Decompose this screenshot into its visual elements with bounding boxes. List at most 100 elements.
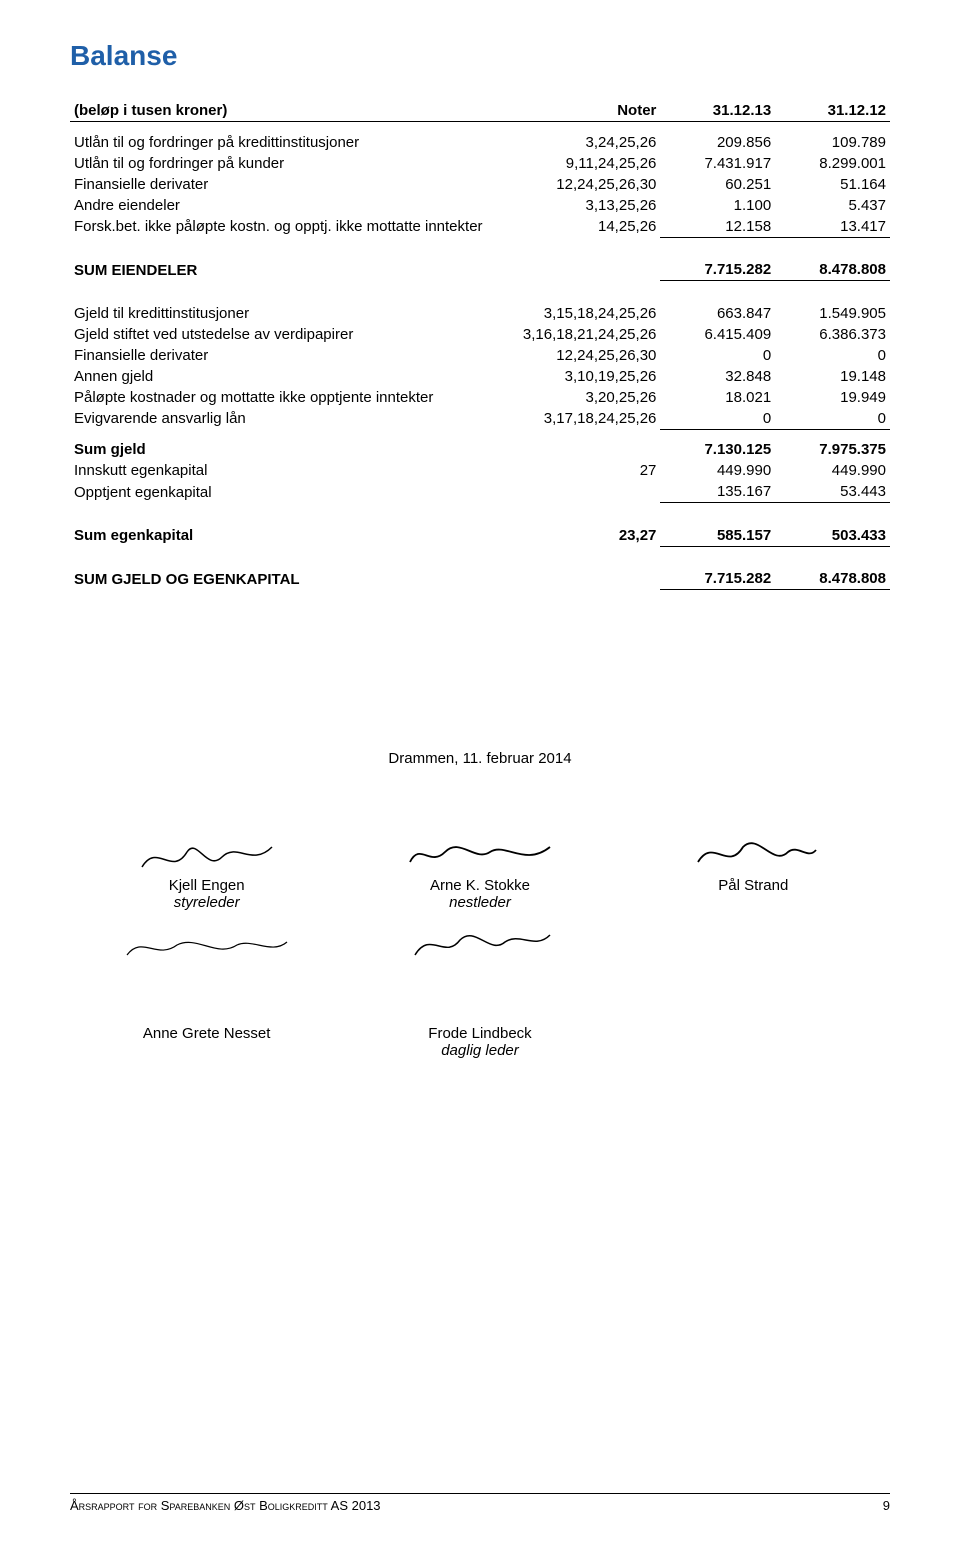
footer-page-number: 9 [883, 1498, 890, 1513]
table-row: Evigvarende ansvarlig lån 3,17,18,24,25,… [70, 408, 890, 430]
signatory-role: styreleder [71, 894, 342, 911]
row-label: Evigvarende ansvarlig lån [70, 408, 513, 430]
row-val1: 7.130.125 [660, 439, 775, 460]
signature-date: Drammen, 11. februar 2014 [70, 750, 890, 767]
row-notes: 27 [513, 460, 661, 481]
sum-assets-row: SUM EIENDELER 7.715.282 8.478.808 [70, 259, 890, 281]
table-row: Påløpte kostnader og mottatte ikke opptj… [70, 387, 890, 408]
row-notes: 12,24,25,26,30 [513, 345, 661, 366]
row-label: Finansielle derivater [70, 174, 513, 195]
signatory-name: Arne K. Stokke [345, 877, 616, 894]
signature-scribble-icon [618, 827, 889, 877]
row-label: Gjeld stiftet ved utstedelse av verdipap… [70, 324, 513, 345]
row-label: Andre eiendeler [70, 195, 513, 216]
row-label: Forsk.bet. ikke påløpte kostn. og opptj.… [70, 216, 513, 238]
row-notes: 3,10,19,25,26 [513, 366, 661, 387]
signature-cell: Kjell Engen styreleder [71, 827, 342, 965]
row-val2: 8.478.808 [775, 568, 890, 590]
sum-total-row: SUM GJELD OG EGENKAPITAL 7.715.282 8.478… [70, 568, 890, 590]
row-label: Finansielle derivater [70, 345, 513, 366]
signature-cell: Frode Lindbeck daglig leder [345, 1025, 616, 1059]
row-label: Utlån til og fordringer på kunder [70, 153, 513, 174]
row-notes: 3,24,25,26 [513, 132, 661, 153]
footer-text: Årsrapport for Sparebanken Øst Boligkred… [70, 1498, 381, 1513]
header-date1: 31.12.13 [660, 100, 775, 122]
row-label: Påløpte kostnader og mottatte ikke opptj… [70, 387, 513, 408]
table-row: Utlån til og fordringer på kredittinstit… [70, 132, 890, 153]
signature-cell: Arne K. Stokke nestleder [345, 827, 616, 965]
balance-table: (beløp i tusen kroner) Noter 31.12.13 31… [70, 100, 890, 590]
table-row: Forsk.bet. ikke påløpte kostn. og opptj.… [70, 216, 890, 238]
table-row: Annen gjeld 3,10,19,25,26 32.848 19.148 [70, 366, 890, 387]
row-val1: 135.167 [660, 481, 775, 503]
row-val2: 51.164 [775, 174, 890, 195]
signatory-name: Anne Grete Nesset [71, 1025, 342, 1042]
page-footer: Årsrapport for Sparebanken Øst Boligkred… [70, 1493, 890, 1513]
row-label: Gjeld til kredittinstitusjoner [70, 303, 513, 324]
row-val2: 19.148 [775, 366, 890, 387]
row-label: SUM EIENDELER [70, 259, 513, 281]
row-val2: 53.443 [775, 481, 890, 503]
row-label: Sum egenkapital [70, 525, 513, 547]
row-val2: 13.417 [775, 216, 890, 238]
row-val1: 0 [660, 408, 775, 430]
row-notes: 3,16,18,21,24,25,26 [513, 324, 661, 345]
row-val2: 5.437 [775, 195, 890, 216]
row-val2: 19.949 [775, 387, 890, 408]
row-val2: 1.549.905 [775, 303, 890, 324]
row-label: Innskutt egenkapital [70, 460, 513, 481]
signatory-name: Kjell Engen [71, 877, 342, 894]
row-notes: 3,13,25,26 [513, 195, 661, 216]
table-row: Utlån til og fordringer på kunder 9,11,2… [70, 153, 890, 174]
table-row: Finansielle derivater 12,24,25,26,30 0 0 [70, 345, 890, 366]
row-label: SUM GJELD OG EGENKAPITAL [70, 568, 513, 590]
header-notes: Noter [513, 100, 661, 122]
signature-cell: Pål Strand [618, 827, 889, 965]
row-label: Annen gjeld [70, 366, 513, 387]
row-val2: 449.990 [775, 460, 890, 481]
signature-scribble-icon [345, 827, 616, 877]
row-notes: 3,17,18,24,25,26 [513, 408, 661, 430]
row-val1: 585.157 [660, 525, 775, 547]
row-notes: 14,25,26 [513, 216, 661, 238]
sum-equity-row: Sum egenkapital 23,27 585.157 503.433 [70, 525, 890, 547]
signature-row: Kjell Engen styreleder Arne K. Stokke ne… [70, 827, 890, 965]
row-val1: 32.848 [660, 366, 775, 387]
signatory-role: daglig leder [345, 1042, 616, 1059]
row-val1: 6.415.409 [660, 324, 775, 345]
row-label: Utlån til og fordringer på kredittinstit… [70, 132, 513, 153]
signature-area: Drammen, 11. februar 2014 Kjell Engen st… [70, 750, 890, 1059]
row-val1: 60.251 [660, 174, 775, 195]
table-row: Finansielle derivater 12,24,25,26,30 60.… [70, 174, 890, 195]
row-notes: 3,20,25,26 [513, 387, 661, 408]
row-notes: 23,27 [513, 525, 661, 547]
row-val2: 8.299.001 [775, 153, 890, 174]
row-label: Opptjent egenkapital [70, 481, 513, 503]
row-val2: 6.386.373 [775, 324, 890, 345]
row-notes [513, 481, 661, 503]
row-val2: 8.478.808 [775, 259, 890, 281]
signature-row: Anne Grete Nesset Frode Lindbeck daglig … [70, 1025, 890, 1059]
signatory-name: Pål Strand [618, 877, 889, 894]
row-notes: 12,24,25,26,30 [513, 174, 661, 195]
row-val1: 7.431.917 [660, 153, 775, 174]
row-val2: 7.975.375 [775, 439, 890, 460]
row-val1: 209.856 [660, 132, 775, 153]
table-row: Innskutt egenkapital 27 449.990 449.990 [70, 460, 890, 481]
page-title: Balanse [70, 40, 890, 72]
table-header-row: (beløp i tusen kroner) Noter 31.12.13 31… [70, 100, 890, 122]
row-val1: 12.158 [660, 216, 775, 238]
header-date2: 31.12.12 [775, 100, 890, 122]
table-row: Gjeld til kredittinstitusjoner 3,15,18,2… [70, 303, 890, 324]
table-row: Gjeld stiftet ved utstedelse av verdipap… [70, 324, 890, 345]
table-row: Andre eiendeler 3,13,25,26 1.100 5.437 [70, 195, 890, 216]
row-notes: 9,11,24,25,26 [513, 153, 661, 174]
row-val1: 1.100 [660, 195, 775, 216]
signature-cell: Anne Grete Nesset [71, 1025, 342, 1059]
sum-liabilities-row: Sum gjeld 7.130.125 7.975.375 [70, 439, 890, 460]
row-val2: 109.789 [775, 132, 890, 153]
row-label: Sum gjeld [70, 439, 513, 460]
row-val1: 663.847 [660, 303, 775, 324]
signature-cell [618, 1025, 889, 1059]
signature-scribble-icon [345, 915, 616, 965]
